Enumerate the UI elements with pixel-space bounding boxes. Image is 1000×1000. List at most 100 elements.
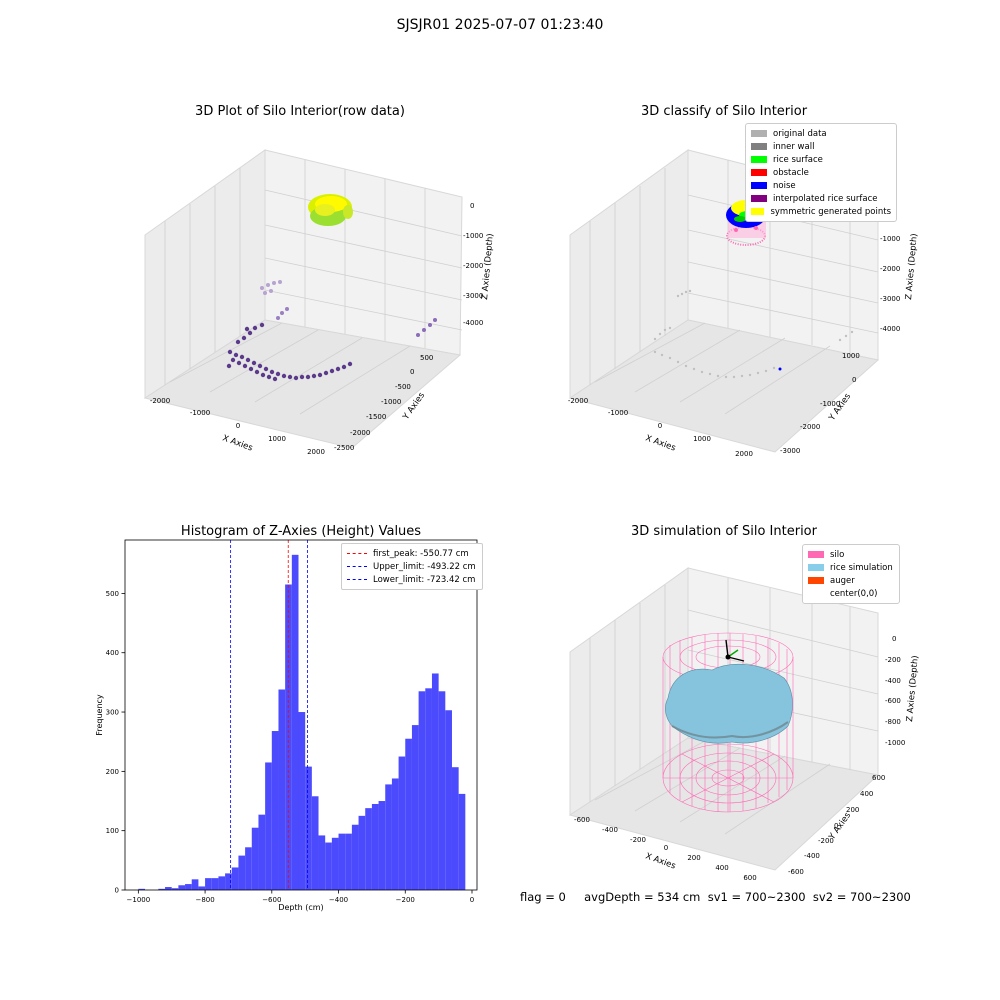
raw-xlabel: X Axies: [221, 433, 254, 453]
legend-swatch: [751, 156, 767, 163]
histogram-bar: [365, 808, 372, 890]
histogram-bar: [225, 873, 232, 890]
histogram-bar: [158, 888, 166, 890]
raw-ztick: -2000: [463, 262, 483, 270]
histogram-xtick-label: −1000: [127, 896, 151, 904]
histogram-bar: [405, 738, 412, 890]
classify-xtick: 1000: [693, 435, 711, 443]
histogram-bar: [291, 554, 299, 890]
sim-xtick: -400: [602, 826, 618, 834]
histogram-bar: [325, 842, 332, 890]
classify-ztick: -4000: [880, 325, 900, 333]
raw-xtick: 1000: [268, 435, 286, 443]
legend-entry-silo: silo: [808, 548, 894, 561]
legend-entry-noise: noise: [751, 179, 891, 192]
histogram-bar: [391, 778, 399, 890]
figure-title: SJSJR01 2025-07-07 01:23:40: [396, 17, 604, 33]
histogram-bar: [191, 879, 199, 890]
classify-xtick: 0: [658, 422, 662, 430]
legend-swatch: [751, 182, 767, 189]
status-line: flag = 0 avgDepth = 534 cm sv1 = 700~230…: [520, 890, 911, 904]
legend-entry-original-data: original data: [751, 127, 891, 140]
raw-xtick: -2000: [150, 397, 170, 405]
raw-xtick: 0: [236, 422, 240, 430]
sim-ytick: -200: [818, 837, 834, 845]
histogram-xlabel: Depth (cm): [278, 903, 323, 912]
legend-entry-rice-simulation: rice simulation: [808, 561, 894, 574]
histogram-bar: [165, 887, 172, 890]
classify-zlabel: Z Axies (Depth): [904, 233, 920, 300]
sim-ztick: -400: [885, 677, 901, 685]
histogram-ytick-label: 100: [106, 827, 119, 835]
legend-line-swatch: [347, 553, 367, 554]
sim-ztick: 0: [892, 635, 896, 643]
sim-ytick: -400: [804, 852, 820, 860]
classify-ytick: -2000: [800, 423, 820, 431]
legend-swatch: [751, 195, 767, 202]
raw-grid: [164, 160, 463, 415]
classify-ztick: -2000: [880, 265, 900, 273]
histogram-bar: [411, 725, 419, 890]
raw-zlabel: Z Axies (Depth): [480, 233, 496, 300]
histogram-bar: [418, 691, 426, 890]
histogram-bar: [338, 833, 346, 890]
raw-ytick: 0: [410, 368, 414, 376]
legend-entry-interpolated: interpolated rice surface: [751, 192, 891, 205]
sim-zlabel: Z Axies (Depth): [905, 655, 921, 722]
raw-ytick: -500: [395, 383, 411, 391]
legend-swatch: [751, 143, 767, 150]
raw-xtick: 2000: [307, 448, 325, 456]
sim-xtick: -600: [574, 816, 590, 824]
histogram-bar: [205, 878, 212, 890]
histogram-frame: [124, 539, 478, 891]
histogram-bar: [431, 673, 439, 890]
histogram-bar: [378, 801, 386, 890]
classify-xtick: 2000: [735, 450, 753, 458]
classify-ztick: -1000: [880, 235, 900, 243]
raw-ytick: -2500: [334, 444, 354, 452]
raw-ztick: -1000: [463, 232, 483, 240]
raw-3d-plot: -2000 -1000 0 1000 2000 500 0 -500 -1000…: [143, 149, 496, 456]
sim-xtick: 400: [715, 864, 728, 872]
classify-ytick: 1000: [842, 352, 860, 360]
histogram-bar: [231, 867, 239, 890]
histogram-xtick-label: −600: [262, 896, 281, 904]
legend-line-swatch: [347, 566, 367, 567]
histogram-bar: [425, 688, 432, 890]
histogram-bar: [271, 731, 279, 890]
simulation-plot-title: 3D simulation of Silo Interior: [631, 524, 817, 539]
raw-ytick: -2000: [350, 429, 370, 437]
sim-xtick: 200: [687, 854, 700, 862]
histogram-ytick-label: 400: [106, 649, 119, 657]
histogram-bar: [371, 803, 379, 890]
sim-xtick: 600: [743, 874, 756, 880]
histogram-bar: [138, 888, 146, 890]
legend-entry-center: center(0,0): [808, 587, 894, 600]
histogram-bar: [398, 756, 406, 890]
histogram-bar: [171, 888, 179, 890]
histogram-bar: [251, 827, 259, 890]
histogram-ylabel: Frequency: [95, 694, 104, 736]
simulation-legend: silo rice simulation auger center(0,0): [802, 544, 900, 604]
legend-entry-rice-surface: rice surface: [751, 153, 891, 166]
raw-ztick: -4000: [463, 319, 483, 327]
histogram-bar: [218, 876, 226, 890]
raw-rice-surface-points: [308, 194, 353, 226]
classify-legend: original data inner wall rice surface ob…: [745, 123, 897, 222]
histogram-bar: [311, 796, 319, 890]
legend-swatch: [751, 208, 765, 215]
sim-ytick: 200: [846, 806, 859, 814]
sim-xtick: 0: [664, 844, 668, 852]
histogram-bar: [445, 710, 452, 890]
raw-plot-title: 3D Plot of Silo Interior(row data): [195, 104, 405, 119]
legend-swatch: [808, 590, 824, 597]
histogram-ytick-label: 500: [106, 590, 119, 598]
legend-swatch: [808, 564, 824, 571]
histogram-bar: [185, 884, 192, 890]
histogram-bar: [198, 886, 206, 890]
histogram-bar: [238, 855, 246, 890]
histogram-title: Histogram of Z-Axies (Height) Values: [180, 524, 422, 539]
sim-ztick: -800: [885, 718, 901, 726]
sim-ytick: 600: [872, 774, 885, 782]
histogram-chart: −1000 −800 −600 −400 −200 0 0100200300400500 …: [95, 539, 478, 912]
